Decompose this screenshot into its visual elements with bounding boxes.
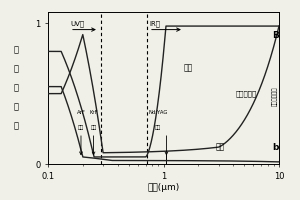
Text: 百: 百	[13, 84, 18, 92]
Text: UV光: UV光	[70, 21, 84, 27]
Text: 激光: 激光	[155, 125, 161, 130]
Text: 收: 收	[13, 64, 18, 73]
Text: Nd:YAG: Nd:YAG	[148, 110, 168, 115]
Text: 二氧化碳激光: 二氧化碳激光	[272, 87, 278, 106]
Text: KrF: KrF	[89, 110, 98, 115]
Text: 塑料: 塑料	[184, 64, 193, 73]
Text: 比: 比	[13, 122, 18, 131]
Text: 分: 分	[13, 103, 18, 112]
Text: 金属: 金属	[215, 143, 224, 152]
Text: 吸: 吸	[13, 46, 18, 54]
Text: B: B	[272, 31, 279, 40]
Text: 激光: 激光	[90, 125, 97, 130]
Text: b: b	[272, 143, 278, 152]
Text: 陶瓷和玻璃: 陶瓷和玻璃	[236, 90, 257, 97]
Text: 激光: 激光	[78, 125, 84, 130]
Text: ArF: ArF	[76, 110, 85, 115]
X-axis label: 波长(μm): 波长(μm)	[147, 183, 180, 192]
Text: IR光: IR光	[149, 21, 161, 27]
